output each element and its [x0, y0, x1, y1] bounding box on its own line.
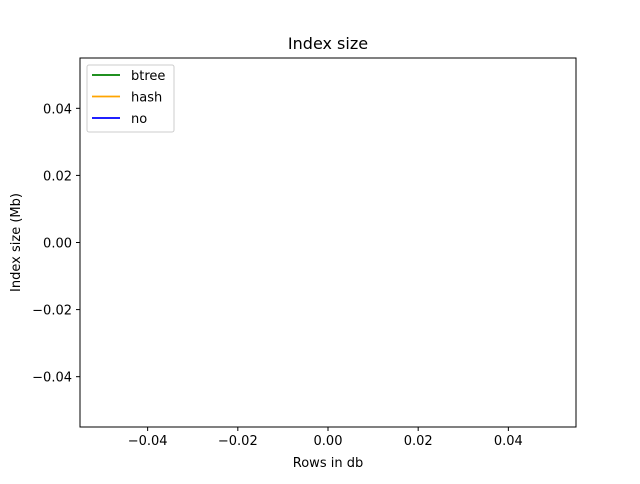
y-tick-label: 0.04: [43, 102, 72, 117]
y-tick-label: −0.04: [32, 371, 72, 386]
x-tick-label: 0.00: [314, 434, 343, 449]
x-axis-ticks: −0.04 −0.02 0.00 0.02 0.04: [128, 427, 523, 449]
legend-entries: btree hash no: [92, 69, 165, 127]
y-tick-label: −0.02: [32, 304, 72, 319]
legend: btree hash no: [86, 64, 175, 133]
y-axis-ticks: 0.04 0.02 0.00 −0.02 −0.04: [32, 102, 80, 386]
x-tick-label: −0.04: [128, 434, 168, 449]
y-axis-label: Index size (Mb): [9, 193, 24, 292]
legend-label-btree: btree: [131, 69, 165, 84]
x-tick-label: 0.04: [494, 434, 523, 449]
chart-title: Index size: [288, 34, 368, 53]
legend-label-hash: hash: [131, 91, 162, 106]
legend-label-no: no: [131, 112, 147, 127]
legend-box: [86, 64, 175, 133]
x-tick-label: −0.02: [218, 434, 258, 449]
x-axis-label: Rows in db: [293, 456, 363, 471]
y-tick-label: 0.02: [43, 169, 72, 184]
y-tick-label: 0.00: [43, 237, 72, 252]
x-tick-label: 0.02: [404, 434, 433, 449]
